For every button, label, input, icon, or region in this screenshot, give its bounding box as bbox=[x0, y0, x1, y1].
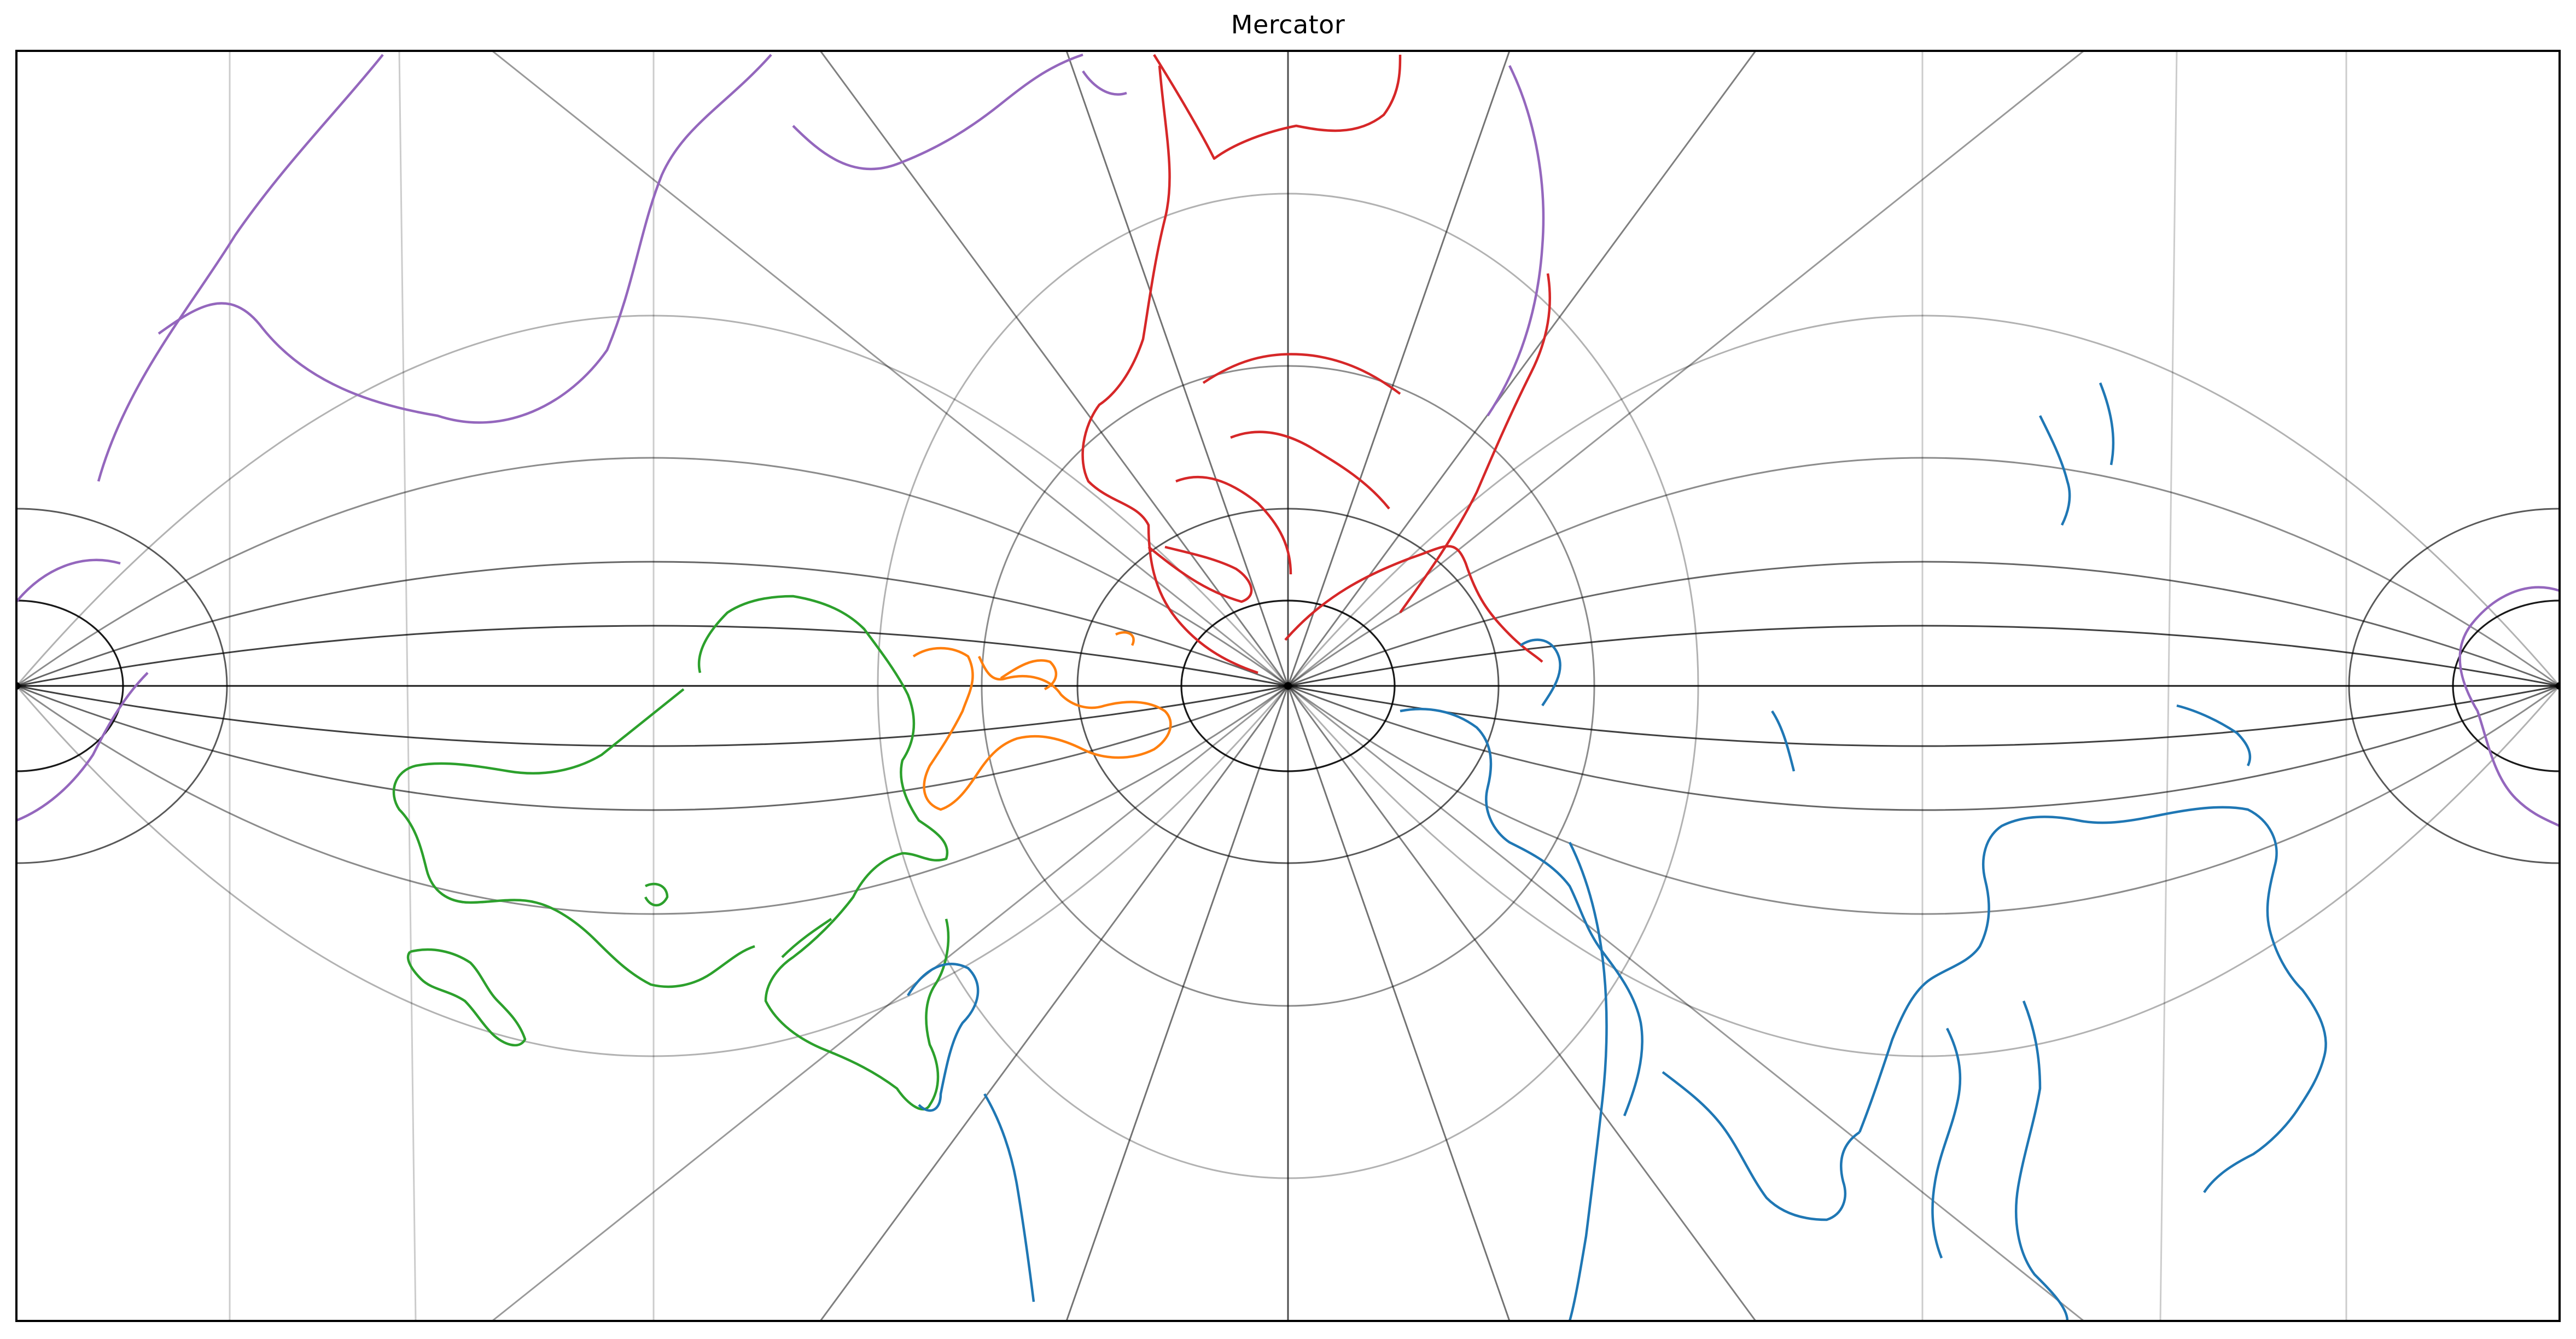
landmass-red bbox=[1081, 54, 1551, 674]
landmass-green bbox=[392, 595, 950, 1111]
landmass-orange bbox=[912, 631, 1172, 811]
map-frame bbox=[15, 50, 2561, 1322]
landmass-blue bbox=[907, 382, 2327, 1321]
pole-marker-icon bbox=[1284, 682, 1292, 690]
map-title: Mercator bbox=[1231, 10, 1345, 39]
landmass-purple bbox=[16, 53, 2560, 828]
